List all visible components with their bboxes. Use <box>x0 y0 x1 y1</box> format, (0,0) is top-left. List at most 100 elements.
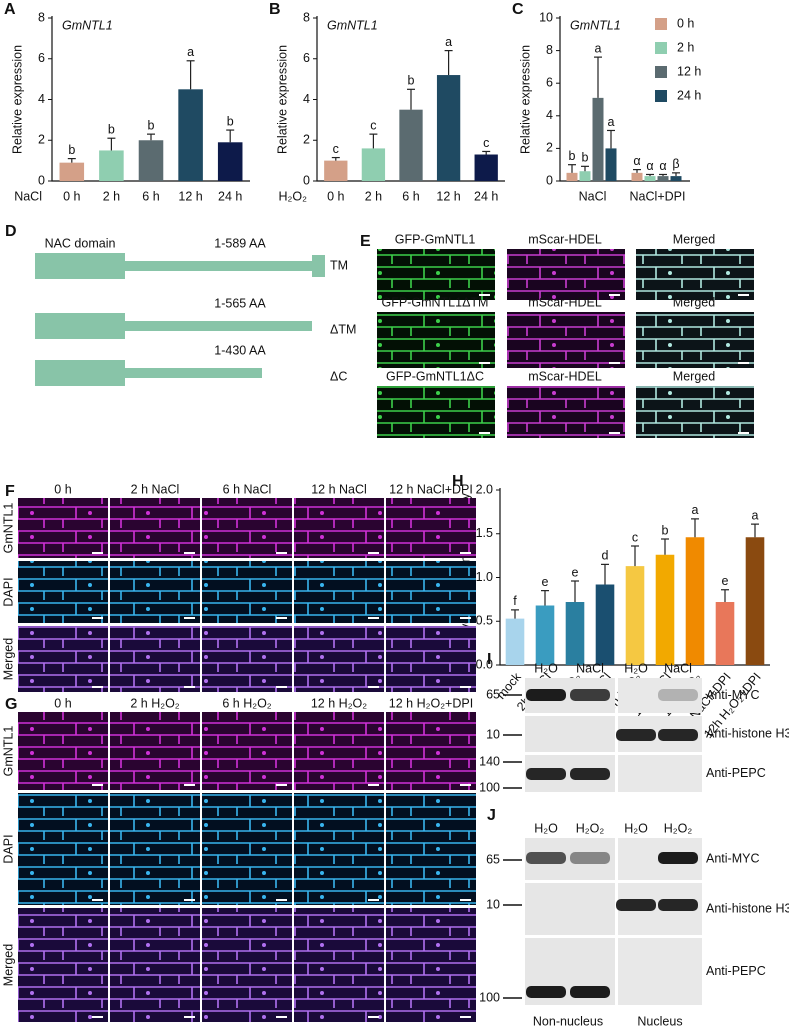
micrograph <box>110 793 200 905</box>
legend-swatch <box>655 66 667 78</box>
y-tick-label: 8 <box>38 10 45 24</box>
x-tick-label: NaCl+DPI <box>630 189 686 203</box>
construct-name: ΔTM <box>330 322 356 336</box>
antibody-label: Anti-PEPC <box>706 964 766 978</box>
bar <box>625 566 645 665</box>
blot-strip <box>525 716 615 752</box>
bar <box>59 162 85 181</box>
significance-letter: α <box>646 159 653 173</box>
image-label: mScar-HDEL <box>528 232 602 246</box>
x-tick-label: 12 h <box>178 189 202 203</box>
y-tick-label: 0 <box>303 173 310 187</box>
marker-label: 10 <box>486 727 500 741</box>
image-label: Merged <box>673 295 715 309</box>
y-tick-label: 4 <box>38 92 45 106</box>
lane-label: H₂O <box>624 821 648 835</box>
micrograph <box>507 249 625 300</box>
micrograph <box>386 626 476 692</box>
micrograph <box>202 561 292 623</box>
panel-label: I <box>487 651 491 668</box>
construct-range: 1-430 AA <box>214 343 266 357</box>
micrograph <box>110 712 200 790</box>
significance-letter: b <box>148 118 155 132</box>
x-tick-label: 6 h <box>402 189 419 203</box>
x-tick-label: 24 h <box>218 189 242 203</box>
marker-label: 10 <box>486 897 500 911</box>
lane-label: H₂O <box>624 661 648 675</box>
micrograph <box>110 561 200 623</box>
column-label: 2 h H₂O₂ <box>130 696 179 710</box>
micrograph <box>18 561 108 623</box>
bar <box>474 154 498 181</box>
bar <box>670 176 682 181</box>
bar <box>655 554 675 665</box>
bar <box>566 172 578 181</box>
blot-strip <box>618 755 702 792</box>
significance-letter: f <box>513 594 517 608</box>
row-label: Merged <box>1 638 15 680</box>
column-label: 12 h NaCl+DPI <box>389 482 473 496</box>
significance-letter: a <box>187 45 194 59</box>
micrograph <box>110 498 200 558</box>
bar <box>99 150 124 181</box>
micrograph <box>377 312 495 368</box>
blot-band <box>658 689 698 701</box>
legend-label: 0 h <box>677 16 694 30</box>
lane-label: H₂O <box>534 661 558 675</box>
image-label: mScar-HDEL <box>528 295 602 309</box>
micrograph <box>294 908 384 1022</box>
blot-band <box>616 899 656 911</box>
micrograph <box>386 561 476 623</box>
panel-label: F <box>5 483 15 500</box>
lane-label: NaCl <box>576 661 604 675</box>
micrograph <box>507 386 625 438</box>
micrograph <box>202 793 292 905</box>
micrograph <box>294 498 384 558</box>
column-label: 12 h H₂O₂+DPI <box>389 696 473 710</box>
legend-swatch <box>655 42 667 54</box>
x-tick-label: 0 h <box>63 189 80 203</box>
micrograph <box>18 626 108 692</box>
antibody-label: Anti-MYC <box>706 688 759 702</box>
bar <box>138 140 164 181</box>
blot-band <box>570 689 610 701</box>
column-label: 6 h NaCl <box>223 482 272 496</box>
y-tick-label: 2 <box>546 141 553 155</box>
micrograph <box>202 908 292 1022</box>
y-axis-label: Relative expression <box>518 45 532 154</box>
legend-swatch <box>655 90 667 102</box>
y-tick-label: 2 <box>38 133 45 147</box>
blot-band <box>526 768 566 780</box>
blot-strip <box>525 883 615 935</box>
bar <box>595 584 615 665</box>
significance-letter: c <box>370 118 376 132</box>
blot-band <box>570 768 610 780</box>
antibody-label: Anti-histone H3 <box>706 901 789 915</box>
bar <box>436 75 461 181</box>
significance-letter: d <box>602 549 609 563</box>
bar <box>631 172 643 181</box>
protein-body <box>125 261 312 271</box>
micrograph <box>294 793 384 905</box>
image-label: Merged <box>673 232 715 246</box>
column-label: 12 h H₂O₂ <box>311 696 367 710</box>
bar <box>565 602 585 665</box>
panel-label: E <box>360 233 371 250</box>
y-tick-label: 6 <box>546 75 553 89</box>
significance-letter: a <box>608 115 615 129</box>
nac-domain <box>35 313 125 339</box>
y-tick-label: 4 <box>303 92 310 106</box>
y-tick-label: 10 <box>539 10 553 24</box>
y-tick-label: 2 <box>303 133 310 147</box>
panel-label: C <box>512 1 524 18</box>
x-axis-label: NaCl <box>14 189 42 203</box>
significance-letter: b <box>68 143 75 157</box>
column-label: 6 h H₂O₂ <box>222 696 271 710</box>
chart-title: GmNTL1 <box>570 18 621 32</box>
blot-band <box>658 899 698 911</box>
significance-letter: e <box>572 565 579 579</box>
micrograph <box>110 908 200 1022</box>
y-tick-label: 8 <box>303 10 310 24</box>
